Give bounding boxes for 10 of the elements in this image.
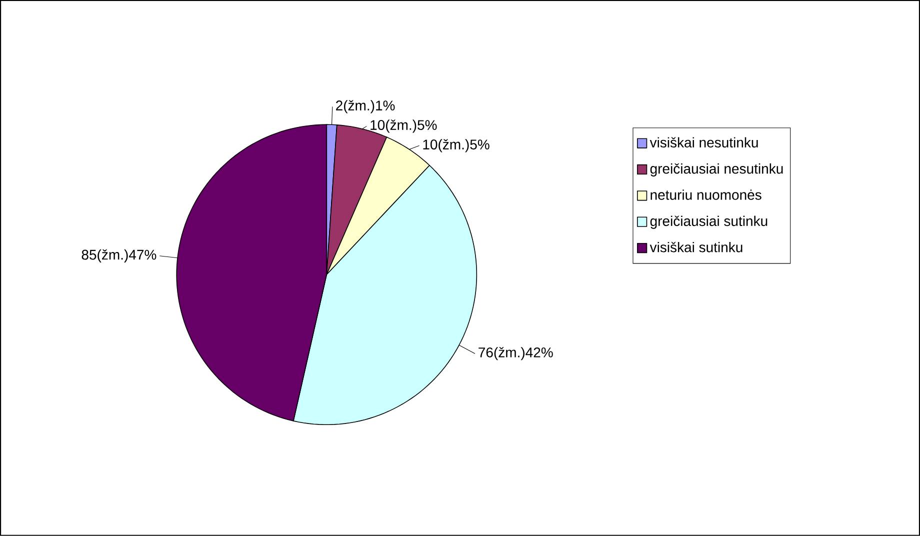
legend-label: visiškai sutinku	[650, 242, 742, 252]
legend-label: greičiausiai nesutinku	[650, 163, 783, 177]
data-label: 10(žm.)5%	[423, 139, 490, 152]
data-label: 76(žm.)42%	[478, 347, 553, 360]
legend-label: visiškai nesutinku	[650, 137, 758, 148]
data-label: 10(žm.)5%	[370, 120, 437, 133]
legend-label: greičiausiai sutinku	[650, 216, 768, 229]
data-label: 85(žm.)47%	[82, 249, 156, 262]
data-label: 2(žm.)1%	[336, 100, 395, 114]
legend-label: neturiu nuomonės	[650, 190, 762, 200]
